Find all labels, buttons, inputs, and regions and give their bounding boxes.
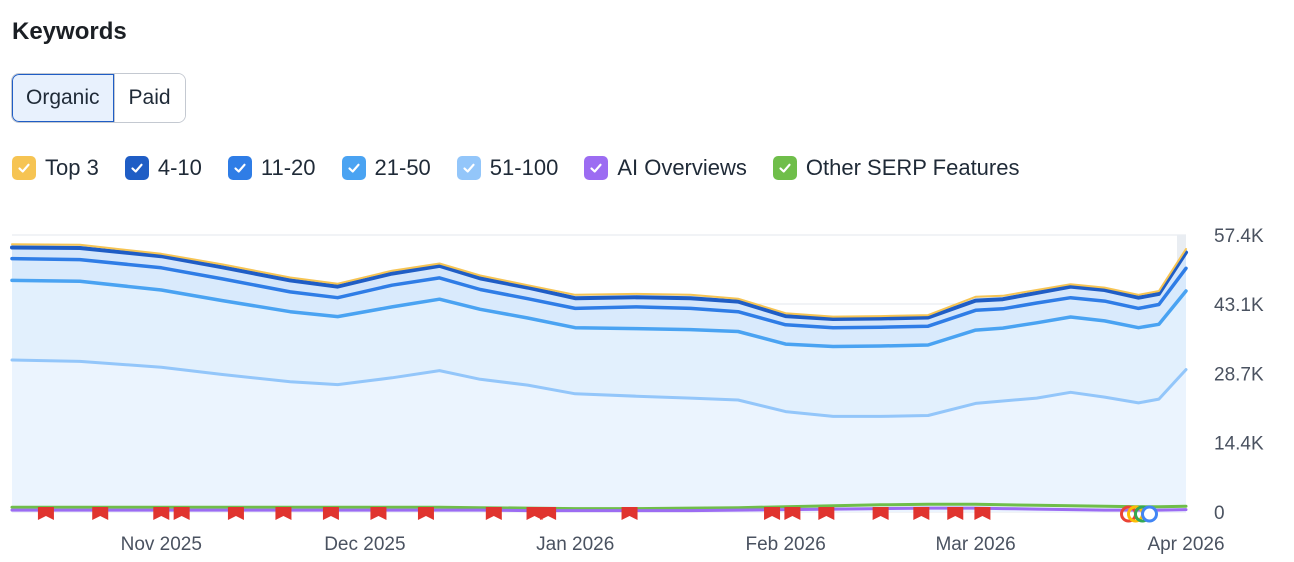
organic-paid-toggle: Organic Paid — [11, 73, 186, 123]
flag-marker-icon — [784, 507, 801, 520]
flag-marker-icon — [92, 507, 109, 520]
chart-legend: Top 3 4-10 11-20 21-50 51-100 AI Overvie… — [12, 155, 1045, 181]
legend-item-11-20[interactable]: 11-20 — [227, 155, 316, 181]
legend-item-21-50[interactable]: 21-50 — [341, 155, 431, 181]
line-21-50 — [10, 278, 1188, 349]
legend-item-top-3[interactable]: Top 3 — [12, 155, 99, 181]
flag-marker-icon — [417, 507, 434, 520]
flag-marker-icon — [275, 507, 292, 520]
legend-label: 51-100 — [489, 155, 559, 180]
flag-marker-icon — [37, 507, 54, 520]
legend-label: 4-10 — [157, 155, 202, 180]
flag-marker-icon — [540, 507, 557, 520]
flag-marker-icon — [227, 507, 244, 520]
checkbox-icon — [456, 156, 481, 180]
google-update-icon — [1119, 505, 1158, 523]
line-top-3 — [11, 243, 1187, 318]
legend-item-other-serp-features[interactable]: Other SERP Features — [772, 155, 1020, 181]
flag-marker-icon — [818, 507, 835, 520]
y-tick-label: 14.4K — [1214, 434, 1264, 455]
flag-marker-icon — [322, 507, 339, 520]
legend-label: Top 3 — [45, 155, 99, 180]
flag-marker-icon — [764, 507, 781, 520]
line-ai-overviews — [10, 506, 1188, 513]
area-series — [12, 244, 1186, 512]
flag-marker-icon — [621, 507, 638, 520]
legend-label: 21-50 — [374, 155, 431, 180]
checkbox-icon — [341, 156, 366, 180]
legend-item-ai-overviews[interactable]: AI Overviews — [584, 155, 747, 181]
checkbox-icon — [772, 156, 797, 180]
paid-button[interactable]: Paid — [114, 74, 185, 122]
event-markers — [37, 505, 1158, 523]
flag-marker-icon — [485, 507, 502, 520]
line-4-10 — [10, 245, 1188, 321]
x-axis: Nov 2025 Dec 2025 Jan 2026 Feb 2026 Mar 2026… — [121, 534, 1225, 555]
y-tick-label: 57.4K — [1214, 226, 1264, 247]
flag-marker-icon — [913, 507, 930, 520]
y-axis: 57.4K 43.1K 28.7K 14.4K 0 — [1214, 226, 1264, 524]
x-tick-label: Mar 2026 — [935, 534, 1015, 555]
flag-marker-icon — [872, 507, 889, 520]
legend-label: AI Overviews — [617, 155, 747, 180]
checkbox-icon — [227, 156, 252, 180]
line-51-100 — [10, 358, 1188, 418]
x-tick-label: Jan 2026 — [536, 534, 614, 555]
flag-marker-icon — [153, 507, 170, 520]
line-series — [10, 243, 1188, 513]
checkbox-icon — [124, 156, 149, 180]
keywords-chart: 57.4K 43.1K 28.7K 14.4K 0 Nov 2025 Dec 2025 Ja… — [10, 226, 1264, 555]
flag-marker-icon — [370, 507, 387, 520]
google-ring — [1140, 505, 1158, 523]
flag-marker-icon — [947, 507, 964, 520]
organic-button[interactable]: Organic — [12, 74, 114, 122]
flag-marker-icon — [974, 507, 991, 520]
checkbox-icon — [12, 156, 36, 180]
area-51-100 — [12, 360, 1186, 512]
x-tick-label: Feb 2026 — [745, 534, 825, 555]
toggle-divider — [113, 74, 115, 122]
legend-item-4-10[interactable]: 4-10 — [124, 155, 202, 181]
y-tick-label: 43.1K — [1214, 295, 1264, 316]
y-tick-label: 28.7K — [1214, 365, 1264, 386]
legend-label: 11-20 — [260, 155, 316, 180]
checkbox-icon — [584, 156, 609, 180]
x-tick-label: Apr 2026 — [1147, 534, 1224, 555]
flag-marker-icon — [173, 507, 190, 520]
x-tick-label: Dec 2025 — [324, 534, 405, 555]
y-tick-label: 0 — [1214, 503, 1225, 524]
line-other-serp-features — [10, 502, 1188, 511]
legend-label: Other SERP Features — [805, 155, 1020, 180]
legend-item-51-100[interactable]: 51-100 — [456, 155, 559, 181]
page-title: Keywords — [12, 18, 127, 45]
flag-marker-icon — [526, 507, 543, 520]
line-11-20 — [10, 256, 1188, 330]
x-tick-label: Nov 2025 — [121, 534, 202, 555]
